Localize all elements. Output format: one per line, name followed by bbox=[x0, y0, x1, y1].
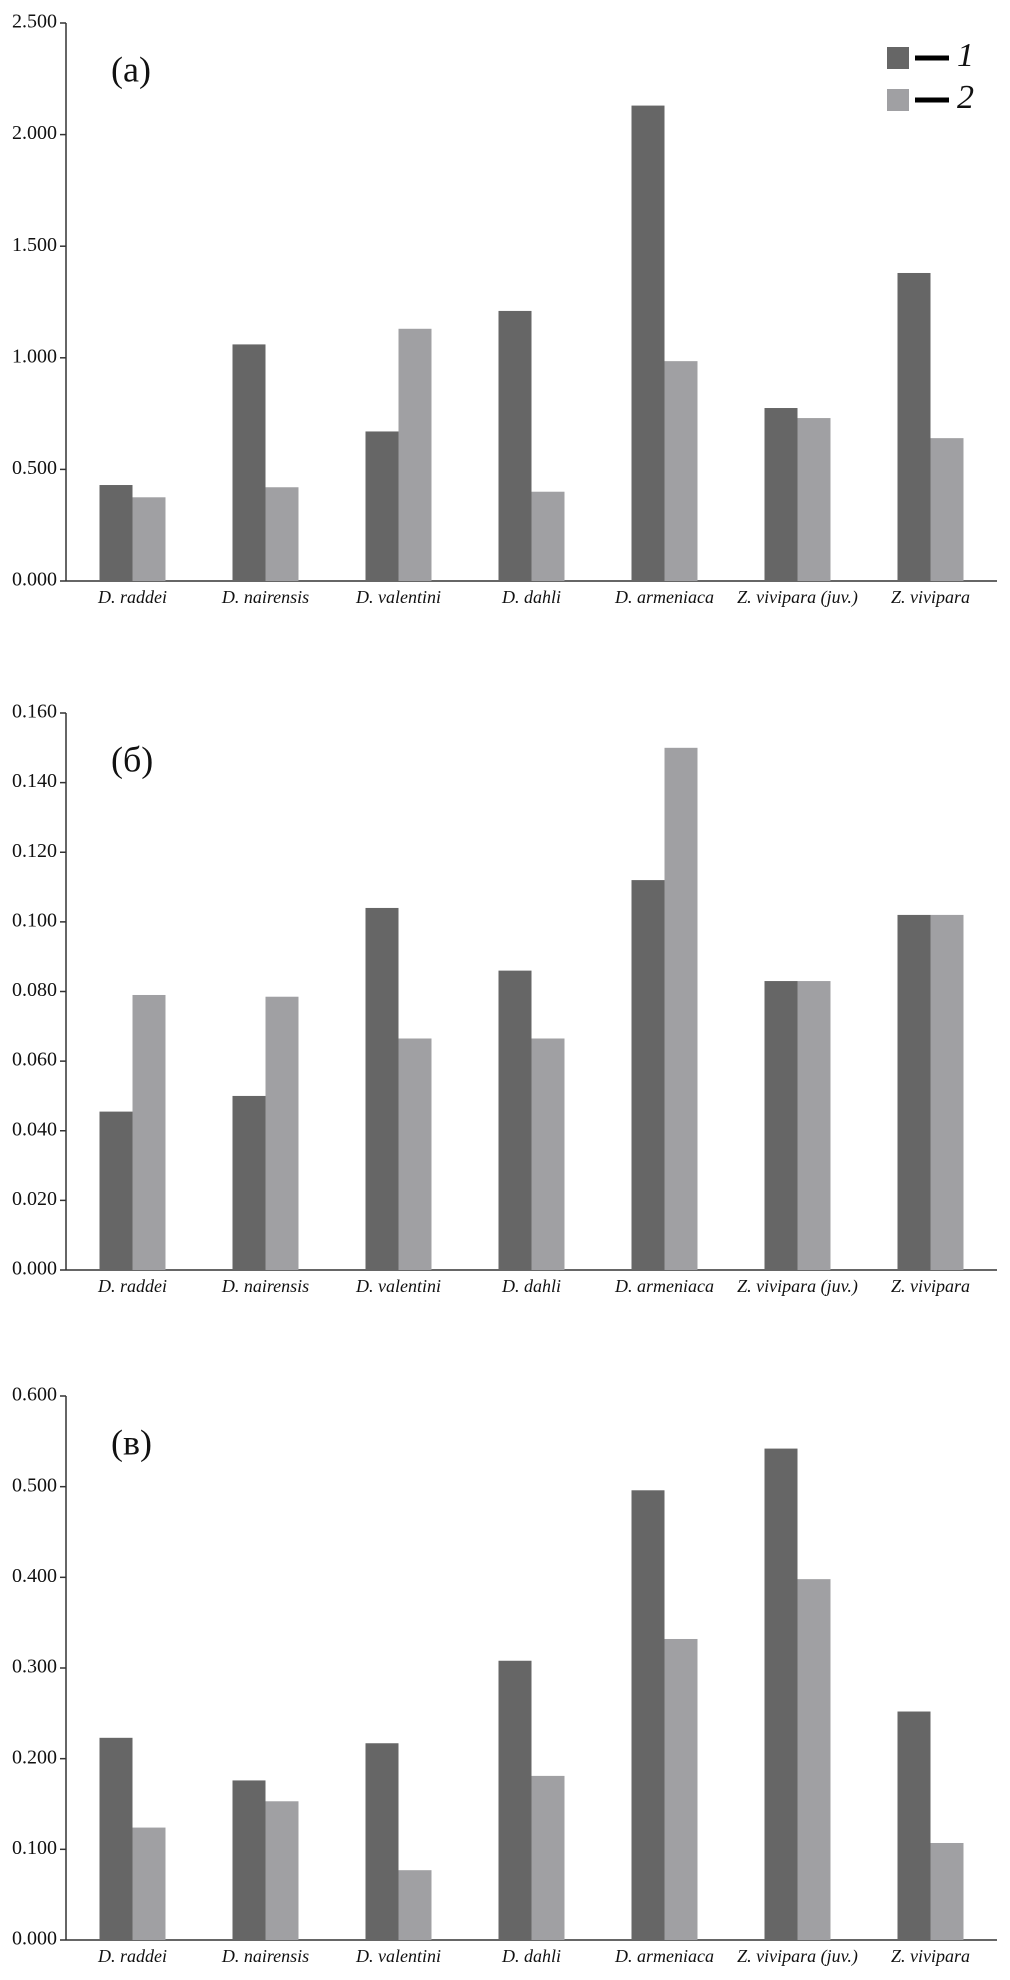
legend-label: 2 bbox=[957, 79, 974, 116]
bar bbox=[797, 418, 831, 581]
y-tick-label: 1.000 bbox=[12, 345, 57, 367]
y-tick-label: 0.080 bbox=[12, 979, 57, 1001]
y-tick-label: 0.000 bbox=[12, 1258, 57, 1280]
bar bbox=[498, 970, 532, 1270]
y-tick-label: 2.500 bbox=[12, 11, 57, 33]
bar bbox=[99, 1111, 133, 1270]
y-tick-label: 2.000 bbox=[12, 122, 57, 144]
x-tick-label: D. dahli bbox=[501, 1276, 561, 1296]
panel-label: (б) bbox=[111, 739, 153, 779]
x-tick-label: D. dahli bbox=[501, 587, 561, 607]
y-tick-label: 0.000 bbox=[12, 569, 57, 591]
bar bbox=[99, 485, 133, 581]
bar bbox=[764, 981, 798, 1270]
x-tick-label: Z. vivipara (juv.) bbox=[737, 1276, 858, 1297]
bar bbox=[531, 1775, 565, 1940]
bar bbox=[664, 361, 698, 581]
y-tick-label: 0.100 bbox=[12, 1837, 57, 1859]
bar bbox=[398, 1038, 432, 1270]
x-tick-label: D. raddei bbox=[97, 1946, 167, 1966]
bar bbox=[232, 344, 266, 581]
y-tick-label: 0.300 bbox=[12, 1656, 57, 1678]
x-tick-label: Z. vivipara (juv.) bbox=[737, 587, 858, 608]
bar bbox=[930, 438, 964, 581]
x-tick-label: Z. vivipara bbox=[891, 1946, 970, 1966]
bar bbox=[764, 408, 798, 581]
bar bbox=[797, 1579, 831, 1940]
bar bbox=[365, 1743, 399, 1940]
x-tick-label: Z. vivipara bbox=[891, 587, 970, 607]
bar bbox=[132, 497, 166, 581]
y-tick-label: 0.060 bbox=[12, 1049, 57, 1071]
x-tick-label: D. raddei bbox=[97, 1276, 167, 1296]
y-tick-label: 0.000 bbox=[12, 1928, 57, 1950]
bar bbox=[365, 907, 399, 1270]
y-tick-label: 0.040 bbox=[12, 1118, 57, 1140]
y-tick-label: 0.160 bbox=[12, 701, 57, 723]
bar bbox=[232, 1780, 266, 1940]
bar bbox=[365, 431, 399, 581]
x-tick-label: D. armeniaca bbox=[614, 1946, 714, 1966]
bar bbox=[498, 310, 532, 581]
bar bbox=[631, 105, 665, 582]
bar bbox=[930, 914, 964, 1270]
bar bbox=[930, 1842, 964, 1940]
bar bbox=[797, 981, 831, 1270]
x-tick-label: D. valentini bbox=[355, 587, 441, 607]
bar bbox=[764, 1448, 798, 1940]
x-tick-label: D. nairensis bbox=[221, 587, 309, 607]
x-tick-label: Z. vivipara (juv.) bbox=[737, 1946, 858, 1967]
bar bbox=[631, 880, 665, 1270]
bar bbox=[664, 1638, 698, 1940]
x-tick-label: D. valentini bbox=[355, 1946, 441, 1966]
y-tick-label: 0.200 bbox=[12, 1746, 57, 1768]
y-tick-label: 0.500 bbox=[12, 1474, 57, 1496]
bar bbox=[265, 996, 299, 1270]
legend-swatch bbox=[887, 89, 909, 111]
x-tick-label: D. raddei bbox=[97, 587, 167, 607]
y-tick-label: 0.020 bbox=[12, 1188, 57, 1210]
x-tick-label: Z. vivipara bbox=[891, 1276, 970, 1296]
bar bbox=[498, 1660, 532, 1940]
y-tick-label: 0.500 bbox=[12, 457, 57, 479]
bar bbox=[531, 491, 565, 581]
y-tick-label: 0.100 bbox=[12, 909, 57, 931]
y-tick-label: 0.600 bbox=[12, 1384, 57, 1406]
bar bbox=[664, 747, 698, 1270]
bar bbox=[99, 1737, 133, 1940]
x-tick-label: D. nairensis bbox=[221, 1946, 309, 1966]
x-tick-label: D. nairensis bbox=[221, 1276, 309, 1296]
bar bbox=[897, 272, 931, 581]
bar bbox=[232, 1095, 266, 1270]
bar bbox=[132, 994, 166, 1270]
bar bbox=[398, 1870, 432, 1940]
bar bbox=[631, 1490, 665, 1940]
legend-swatch bbox=[887, 47, 909, 69]
bar bbox=[398, 328, 432, 581]
bar bbox=[897, 1711, 931, 1940]
y-tick-label: 1.500 bbox=[12, 234, 57, 256]
bar bbox=[265, 487, 299, 581]
panel-label: (а) bbox=[111, 49, 151, 89]
panel-label: (в) bbox=[111, 1422, 152, 1462]
legend-label: 1 bbox=[957, 37, 974, 74]
bar bbox=[531, 1038, 565, 1270]
x-tick-label: D. dahli bbox=[501, 1946, 561, 1966]
x-tick-label: D. valentini bbox=[355, 1276, 441, 1296]
bar bbox=[265, 1801, 299, 1940]
y-tick-label: 0.120 bbox=[12, 840, 57, 862]
bar bbox=[132, 1827, 166, 1940]
bar bbox=[897, 914, 931, 1270]
x-tick-label: D. armeniaca bbox=[614, 587, 714, 607]
x-tick-label: D. armeniaca bbox=[614, 1276, 714, 1296]
y-tick-label: 0.140 bbox=[12, 770, 57, 792]
y-tick-label: 0.400 bbox=[12, 1565, 57, 1587]
